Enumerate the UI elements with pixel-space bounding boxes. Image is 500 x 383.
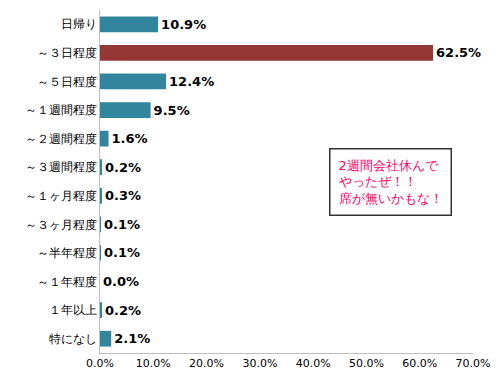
svg-text:～半年程度: ～半年程度 — [37, 246, 97, 260]
svg-text:0.3%: 0.3% — [105, 188, 141, 203]
svg-text:30.0%: 30.0% — [242, 357, 277, 370]
svg-text:0.0%: 0.0% — [86, 357, 114, 370]
svg-text:2.1%: 2.1% — [114, 331, 150, 346]
svg-text:20.0%: 20.0% — [189, 357, 224, 370]
svg-text:0.2%: 0.2% — [105, 303, 141, 318]
svg-text:0.1%: 0.1% — [104, 245, 140, 260]
svg-text:0.1%: 0.1% — [104, 217, 140, 232]
svg-text:10.0%: 10.0% — [136, 357, 171, 370]
svg-text:9.5%: 9.5% — [154, 103, 190, 118]
svg-text:10.9%: 10.9% — [161, 17, 206, 32]
svg-text:～２週間程度: ～２週間程度 — [25, 132, 97, 146]
svg-text:40.0%: 40.0% — [296, 357, 331, 370]
svg-text:62.5%: 62.5% — [436, 45, 481, 60]
svg-text:～３週間程度: ～３週間程度 — [25, 160, 97, 174]
svg-text:1.6%: 1.6% — [112, 131, 148, 146]
svg-text:～３日程度: ～３日程度 — [37, 46, 97, 60]
svg-text:50.0%: 50.0% — [349, 357, 384, 370]
svg-text:１年以上: １年以上 — [49, 303, 97, 317]
svg-text:日帰り: 日帰り — [61, 17, 97, 31]
svg-text:2週間会社休んでやったぜ！！席が無いかもな！: 2週間会社休んでやったぜ！！席が無いかもな！ — [339, 158, 443, 207]
svg-text:～３ヶ月程度: ～３ヶ月程度 — [25, 218, 97, 232]
svg-text:12.4%: 12.4% — [169, 74, 214, 89]
svg-text:～１年程度: ～１年程度 — [37, 275, 97, 289]
svg-text:0.0%: 0.0% — [103, 274, 139, 289]
svg-text:60.0%: 60.0% — [402, 357, 437, 370]
svg-text:～５日程度: ～５日程度 — [37, 75, 97, 89]
svg-text:～１ヶ月程度: ～１ヶ月程度 — [25, 189, 97, 203]
svg-text:0.2%: 0.2% — [105, 160, 141, 175]
svg-text:70.0%: 70.0% — [456, 357, 491, 370]
svg-text:～１週間程度: ～１週間程度 — [25, 103, 97, 117]
svg-text:特になし: 特になし — [49, 332, 97, 346]
